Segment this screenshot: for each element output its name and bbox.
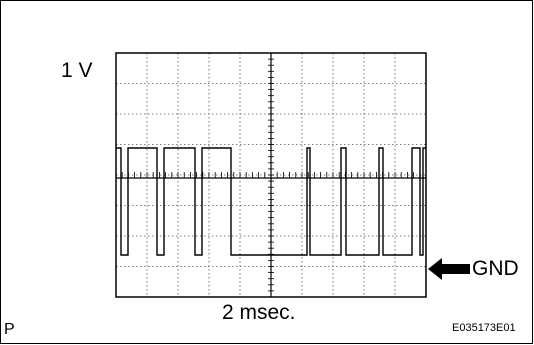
ground-marker-label: GND — [472, 257, 519, 280]
left-arrow-icon — [428, 258, 470, 280]
corner-label: P — [4, 321, 15, 338]
waveform-trace — [116, 147, 426, 256]
figure-id: E035173E01 — [452, 322, 516, 334]
vertical-scale-label: 1 V — [61, 59, 93, 82]
time-scale-label: 2 msec. — [222, 301, 296, 324]
